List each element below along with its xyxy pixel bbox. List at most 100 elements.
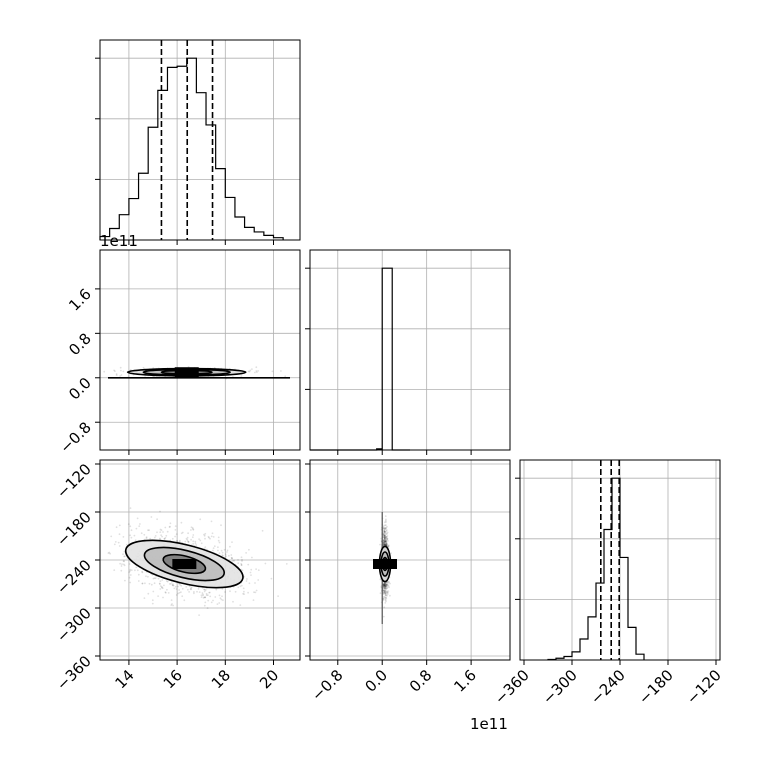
sample-point (384, 586, 387, 588)
sample-point (154, 577, 157, 580)
sample-point (383, 537, 386, 539)
sample-point (154, 535, 157, 537)
sample-point (189, 588, 192, 591)
sample-point (208, 591, 211, 594)
sample-point (161, 535, 164, 538)
sample-point (385, 518, 387, 521)
sample-point (257, 569, 260, 572)
sample-point (153, 536, 156, 539)
sample-point (157, 595, 160, 597)
sample-point (386, 538, 389, 540)
sample-point (177, 585, 179, 588)
sample-point (147, 592, 150, 595)
sample-point (384, 531, 387, 534)
sample-point (135, 527, 138, 530)
sample-point (209, 595, 212, 598)
sample-point (180, 591, 182, 593)
sample-point (383, 582, 386, 585)
sample-point (384, 540, 386, 543)
sample-point (119, 375, 121, 377)
sample-point (110, 535, 113, 538)
sample-point (198, 591, 201, 593)
sample-point (256, 371, 258, 373)
sample-point (384, 540, 386, 542)
sample-point (383, 538, 386, 541)
sample-point (218, 602, 221, 604)
sample-point (108, 551, 111, 554)
sample-point (386, 538, 389, 541)
sample-point (137, 573, 140, 576)
sample-point (383, 544, 386, 546)
sample-point (383, 543, 386, 546)
sample-point (384, 582, 387, 584)
sample-point (386, 542, 388, 545)
sample-point (383, 583, 385, 586)
sample-point (121, 563, 123, 565)
sample-point (166, 530, 169, 533)
sample-point (123, 564, 126, 567)
sample-point (233, 559, 236, 562)
sample-point (383, 529, 386, 532)
sample-point (242, 592, 245, 595)
sample-point (383, 543, 386, 546)
sample-point (251, 556, 253, 559)
sample-point (172, 584, 175, 587)
sample-point (230, 556, 233, 559)
sample-point (194, 542, 197, 545)
sample-point (382, 541, 385, 544)
sample-point (383, 540, 386, 542)
sample-point (194, 540, 197, 543)
sample-point (382, 539, 385, 541)
sample-point (202, 594, 204, 597)
sample-point (382, 585, 385, 587)
sample-point (149, 537, 152, 540)
x-tick-label: −360 (491, 666, 533, 708)
sample-point (161, 587, 164, 590)
x-tick-label: −0.8 (308, 666, 346, 704)
sample-point (221, 587, 224, 590)
sample-point (240, 556, 243, 559)
sample-point (203, 588, 206, 591)
sample-point (207, 599, 210, 602)
sample-point (203, 604, 206, 607)
sample-point (384, 534, 386, 537)
sample-point (119, 562, 121, 565)
sample-point (386, 593, 389, 596)
sample-point (175, 533, 178, 535)
sample-point (383, 541, 386, 544)
sample-point (178, 591, 181, 594)
sample-point (136, 517, 139, 520)
sample-point (385, 584, 388, 587)
sample-point (384, 537, 386, 540)
sample-point (384, 585, 386, 588)
sample-point (386, 532, 388, 535)
sample-point (148, 529, 151, 532)
sample-point (199, 539, 202, 542)
sample-point (195, 544, 198, 546)
sample-point (123, 560, 125, 563)
sample-point (384, 540, 386, 543)
sample-point (180, 584, 183, 587)
sample-point (261, 529, 264, 532)
sample-point (385, 542, 387, 545)
sample-point (232, 560, 234, 562)
sample-point (382, 541, 385, 544)
sample-point (385, 521, 387, 523)
sample-point (384, 537, 386, 539)
sample-point (163, 537, 166, 540)
sample-point (186, 536, 189, 539)
sample-point (383, 591, 386, 593)
sample-point (385, 530, 388, 532)
sample-point (159, 510, 161, 513)
sample-point (193, 592, 195, 595)
sample-point (193, 591, 195, 593)
y-tick-label: 1.6 (65, 285, 95, 315)
sample-point (383, 592, 386, 594)
sample-point (383, 532, 386, 534)
sample-point (382, 585, 385, 588)
sample-point (215, 588, 218, 591)
sample-point (241, 558, 243, 561)
histogram-1 (99, 57, 284, 240)
sample-point (383, 542, 386, 544)
sample-point (382, 539, 385, 542)
